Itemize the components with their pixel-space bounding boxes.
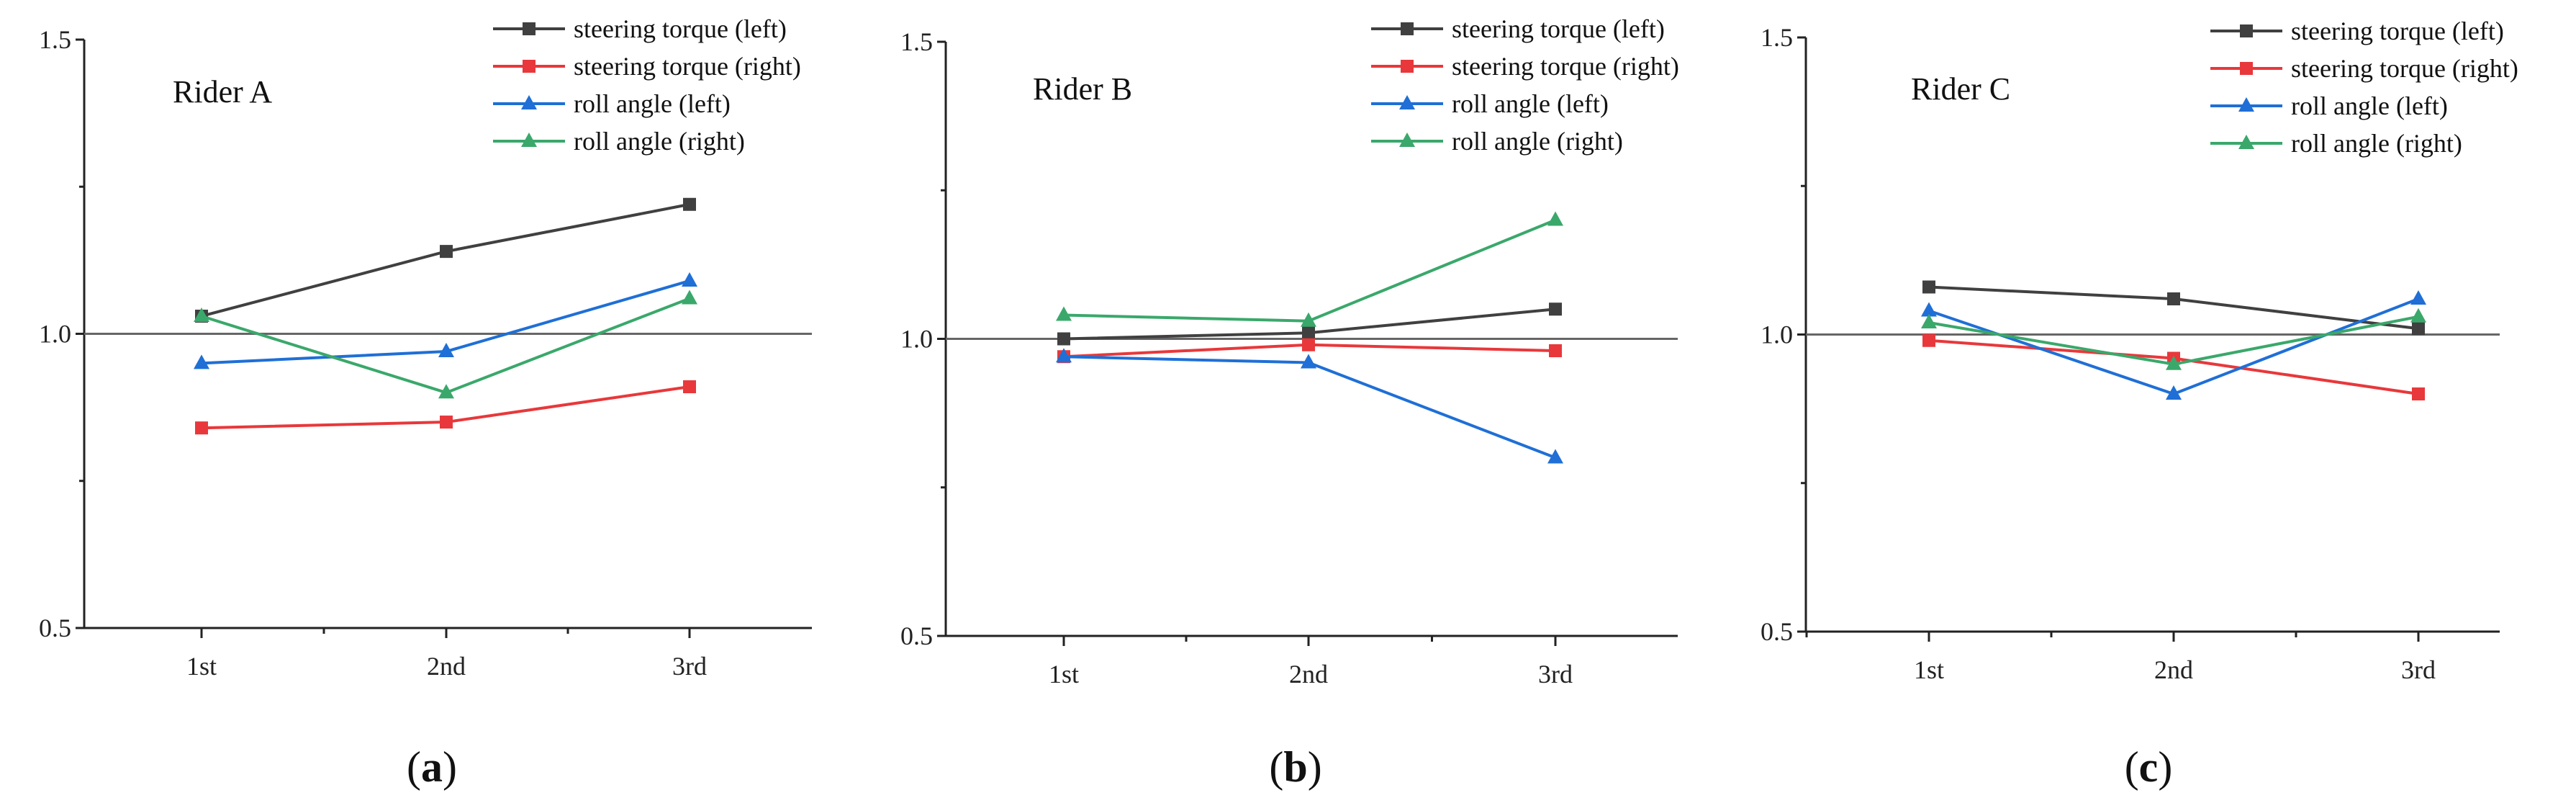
data-point [194, 354, 209, 369]
data-point [1056, 348, 1072, 363]
legend-label: steering torque (left) [2291, 17, 2504, 45]
panel-label-part: ( [1269, 743, 1283, 791]
x-tick-label: 1st [1914, 655, 1944, 684]
x-tick-label: 1st [1049, 660, 1079, 688]
panel-label-part: a [421, 743, 443, 791]
panel-label: (a) [407, 743, 457, 791]
data-point [1921, 302, 1937, 317]
x-tick-label: 3rd [2401, 655, 2436, 684]
legend-marker [523, 22, 535, 35]
panel-label-part: ( [2125, 743, 2139, 791]
data-point [2166, 385, 2182, 400]
legend-label: roll angle (left) [2291, 91, 2448, 120]
data-point [1056, 306, 1072, 321]
data-point [440, 416, 453, 429]
legend-marker [1401, 60, 1414, 73]
legend-marker [1399, 133, 1415, 147]
data-point [2412, 387, 2425, 400]
x-tick-label: 2nd [2154, 655, 2193, 684]
panel-label-part: ) [443, 743, 457, 791]
data-point [438, 384, 454, 399]
y-tick-label: 0.5 [39, 614, 71, 642]
data-point [1547, 449, 1563, 464]
data-point [1301, 312, 1316, 327]
data-point [1549, 302, 1562, 316]
data-point [2166, 355, 2182, 370]
data-point [1547, 211, 1563, 226]
legend-marker [2240, 24, 2253, 37]
legend-marker [1399, 95, 1415, 109]
panel-label-part: c [2139, 743, 2159, 791]
y-tick-label: 0.5 [900, 622, 933, 650]
panel-label: (c) [2125, 743, 2173, 791]
panel-label-part: ) [2158, 743, 2172, 791]
chart-title: Rider B [1033, 71, 1132, 107]
legend-label: roll angle (left) [1452, 89, 1609, 118]
legend-label: steering torque (right) [2291, 54, 2518, 83]
chart-title: Rider A [173, 74, 272, 109]
legend-label: roll angle (left) [574, 89, 731, 118]
data-point [1301, 354, 1316, 369]
legend-label: steering torque (right) [1452, 52, 1679, 81]
legend-marker [521, 95, 537, 109]
y-tick-label: 1.5 [900, 27, 933, 56]
panel-label: (b) [1269, 743, 1321, 791]
series-line [1063, 218, 1556, 323]
series-line [201, 202, 690, 318]
x-tick-label: 2nd [1289, 660, 1328, 688]
x-tick-label: 2nd [427, 652, 466, 681]
y-tick-label: 1.5 [1761, 23, 1793, 52]
panel-label-part: ( [407, 743, 421, 791]
data-point [683, 197, 696, 211]
data-point [2410, 308, 2426, 323]
legend-marker [2240, 62, 2253, 75]
legend-label: roll angle (right) [1452, 127, 1623, 156]
data-point [1057, 332, 1070, 346]
panel-label-part: b [1283, 743, 1307, 791]
data-point [2167, 292, 2180, 305]
series-line [1063, 355, 1556, 459]
legend-label: steering torque (left) [1452, 14, 1665, 43]
x-tick-label: 3rd [672, 652, 707, 681]
legend-label: steering torque (left) [574, 14, 787, 43]
y-tick-label: 0.5 [1761, 617, 1793, 646]
legend-label: roll angle (right) [2291, 129, 2462, 158]
data-point [195, 421, 208, 435]
data-point [682, 290, 697, 305]
y-tick-label: 1.0 [1761, 320, 1793, 349]
panel-label-part: ) [1308, 743, 1322, 791]
legend-marker [523, 60, 535, 73]
data-point [682, 272, 697, 287]
data-point [1921, 314, 1937, 328]
data-point [1549, 344, 1562, 357]
legend-label: steering torque (right) [574, 52, 801, 81]
data-point [1922, 333, 1935, 347]
legend-marker [1401, 22, 1414, 35]
data-point [1302, 338, 1315, 351]
legend-marker [521, 133, 537, 147]
data-point [1302, 326, 1315, 340]
legend-marker [2238, 97, 2254, 112]
data-point [2410, 290, 2426, 305]
y-tick-label: 1.5 [39, 25, 71, 54]
y-tick-label: 1.0 [39, 320, 71, 349]
x-tick-label: 1st [186, 652, 217, 681]
data-point [2412, 322, 2425, 336]
data-point [1922, 280, 1935, 294]
data-point [438, 343, 454, 358]
data-point [440, 245, 453, 259]
x-tick-label: 3rd [1538, 660, 1573, 688]
y-tick-label: 1.0 [900, 325, 933, 354]
chart-title: Rider C [1911, 71, 2010, 107]
data-point [683, 380, 696, 394]
legend-label: roll angle (right) [574, 127, 745, 156]
data-point [194, 307, 209, 322]
legend-marker [2238, 135, 2254, 149]
